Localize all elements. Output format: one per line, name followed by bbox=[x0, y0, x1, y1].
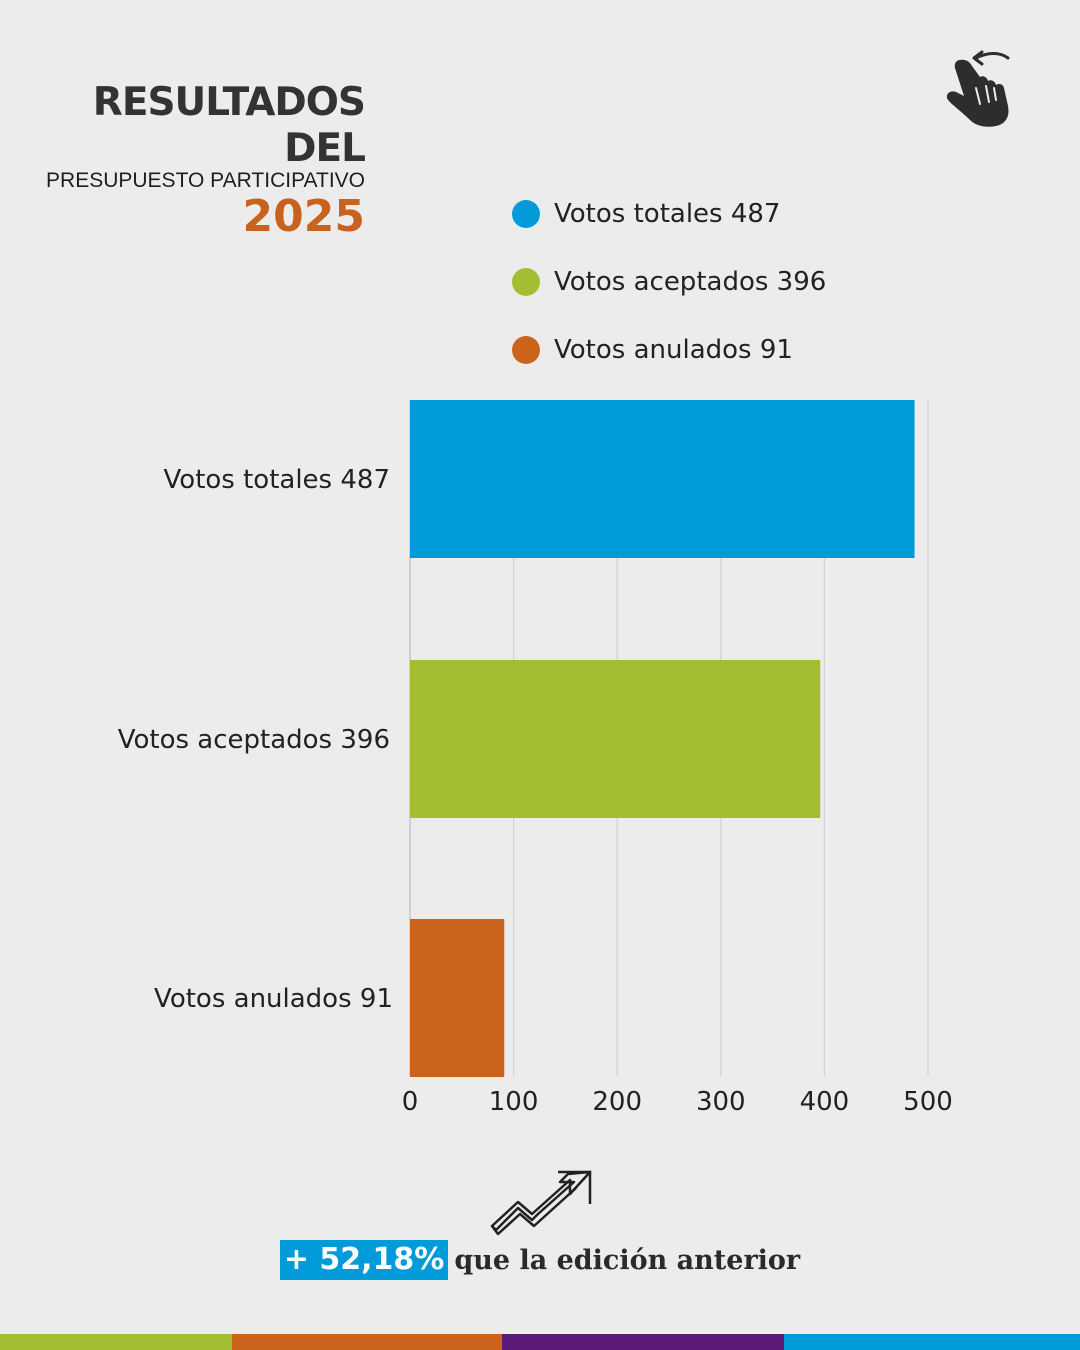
legend-dot-anulados bbox=[512, 336, 540, 364]
stripe-segment-green bbox=[0, 1334, 232, 1350]
x-tick-label-100: 100 bbox=[489, 1087, 539, 1117]
x-tick-label-400: 400 bbox=[800, 1087, 850, 1117]
legend-label-anulados: Votos anulados 91 bbox=[554, 335, 793, 365]
swipe-hand-icon[interactable] bbox=[938, 48, 1018, 132]
stripe-segment-purple bbox=[502, 1334, 784, 1350]
legend-item-aceptados: Votos aceptados 396 bbox=[512, 260, 826, 304]
legend-item-anulados: Votos anulados 91 bbox=[512, 328, 826, 372]
category-label-0: Votos totales 487 bbox=[164, 465, 390, 495]
stripe-segment-orange bbox=[232, 1334, 502, 1350]
legend-label-totales: Votos totales 487 bbox=[554, 199, 781, 229]
x-tick-label-300: 300 bbox=[696, 1087, 746, 1117]
bar-2 bbox=[410, 919, 505, 1077]
stripe-segment-blue bbox=[784, 1334, 1080, 1350]
growth-caption: que la edición anterior bbox=[454, 1244, 801, 1276]
year-label: 2025 bbox=[242, 191, 365, 242]
legend-label-aceptados: Votos aceptados 396 bbox=[554, 267, 827, 297]
growth-percentage: + 52,18% bbox=[279, 1240, 449, 1280]
x-tick-label-200: 200 bbox=[592, 1087, 642, 1117]
category-label-1: Votos aceptados 396 bbox=[118, 725, 390, 755]
page-title: RESULTADOS DEL bbox=[92, 80, 366, 171]
x-tick-label-500: 500 bbox=[903, 1087, 953, 1117]
bar-1 bbox=[410, 660, 821, 818]
chart-legend: Votos totales 487 Votos aceptados 396 Vo… bbox=[512, 192, 826, 396]
header: RESULTADOS DEL PRESUPUESTO PARTICIPATIVO… bbox=[40, 80, 366, 242]
trending-up-arrow-icon bbox=[490, 1170, 592, 1236]
growth-stat: + 52,18% que la edición anterior bbox=[0, 1240, 1080, 1280]
legend-dot-aceptados bbox=[512, 268, 540, 296]
legend-item-totales: Votos totales 487 bbox=[512, 192, 826, 236]
page-subtitle: PRESUPUESTO PARTICIPATIVO bbox=[46, 169, 365, 192]
x-tick-label-0: 0 bbox=[402, 1087, 419, 1117]
category-label-2: Votos anulados 91 bbox=[154, 984, 393, 1014]
legend-dot-totales bbox=[512, 200, 540, 228]
bar-chart: Votos totales 487 Votos aceptados 396 Voto… bbox=[118, 400, 953, 1117]
bar-0 bbox=[410, 400, 915, 558]
